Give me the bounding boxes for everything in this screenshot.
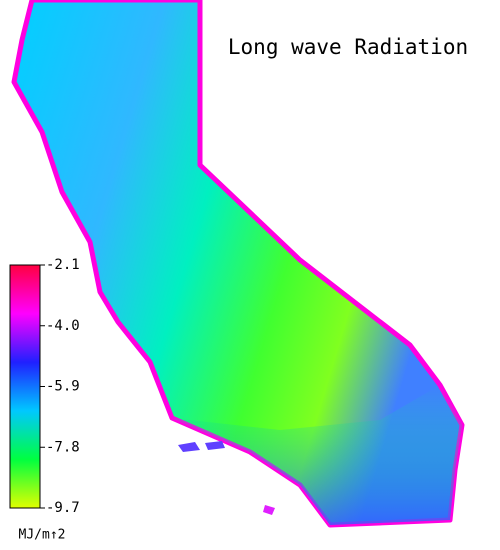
colorbar-tick-label: -7.8 <box>46 439 80 455</box>
colorbar-tick-label: -9.7 <box>46 500 80 516</box>
colorbar-tick-label: -2.1 <box>46 257 80 273</box>
island <box>205 441 225 450</box>
map-title: Long wave Radiation <box>228 35 468 59</box>
colorbar-tick-label: -4.0 <box>46 318 80 334</box>
colorbar-tick-label: -5.9 <box>46 379 80 395</box>
island <box>178 442 200 452</box>
southern-shading <box>172 385 462 525</box>
colorbar <box>9 264 41 509</box>
colorbar-unit: MJ/m↑2 <box>19 528 66 543</box>
island <box>263 505 275 515</box>
